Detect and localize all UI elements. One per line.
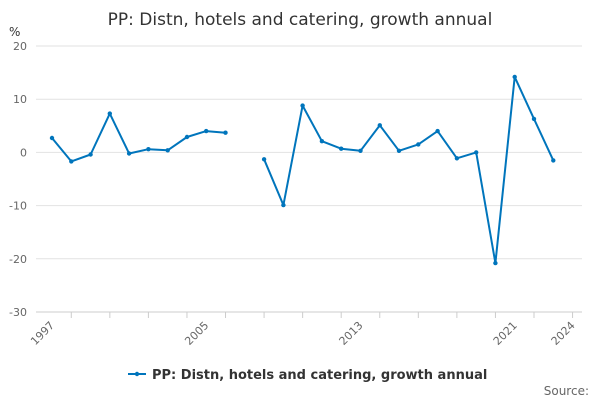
chart-title: PP: Distn, hotels and catering, growth a… — [108, 10, 493, 30]
data-point — [146, 147, 151, 152]
x-tick-label: 2024 — [549, 319, 578, 348]
y-unit-label: % — [9, 25, 20, 39]
data-point — [107, 111, 113, 116]
data-point — [281, 202, 286, 208]
data-point — [377, 123, 382, 128]
data-point — [531, 116, 537, 122]
data-point — [319, 139, 325, 144]
data-point — [416, 142, 421, 147]
data-point — [300, 103, 305, 108]
y-tick-label: 10 — [13, 93, 27, 106]
data-point — [126, 151, 132, 156]
data-point — [88, 152, 93, 157]
data-point — [474, 150, 479, 155]
data-point — [551, 158, 556, 163]
x-tick-label: 2013 — [337, 319, 366, 348]
data-point — [396, 148, 402, 153]
data-point — [69, 159, 74, 164]
series-line — [263, 75, 555, 265]
y-tick-label: -10 — [9, 200, 27, 213]
data-point — [339, 146, 344, 151]
y-tick-label: -30 — [9, 306, 27, 319]
data-point — [184, 134, 190, 140]
gridlines: 20 10 0 -10 -20 -30 — [9, 40, 582, 319]
data-point — [454, 156, 460, 161]
legend: PP: Distn, hotels and catering, growth a… — [128, 368, 487, 383]
y-tick-label: 0 — [20, 146, 27, 159]
x-tick-label: 2021 — [491, 319, 520, 348]
legend-label: PP: Distn, hotels and catering, growth a… — [152, 368, 487, 383]
data-point — [512, 74, 517, 80]
data-series — [49, 74, 556, 266]
data-point — [493, 260, 498, 266]
data-point — [223, 130, 228, 135]
data-point — [49, 135, 55, 141]
legend-point-marker — [134, 371, 140, 377]
x-axis: 1997 2005 2013 2021 2024 — [28, 311, 582, 348]
series-line — [51, 112, 226, 163]
data-point — [204, 128, 209, 134]
data-point — [358, 148, 363, 153]
x-tick-label: 1997 — [28, 319, 57, 348]
source-label: Source: — [544, 384, 589, 398]
data-point — [435, 128, 440, 134]
y-tick-label: 20 — [13, 40, 27, 53]
y-tick-label: -20 — [9, 253, 27, 266]
x-tick-label: 2005 — [182, 319, 211, 348]
data-point — [165, 148, 170, 153]
data-point — [261, 157, 267, 162]
